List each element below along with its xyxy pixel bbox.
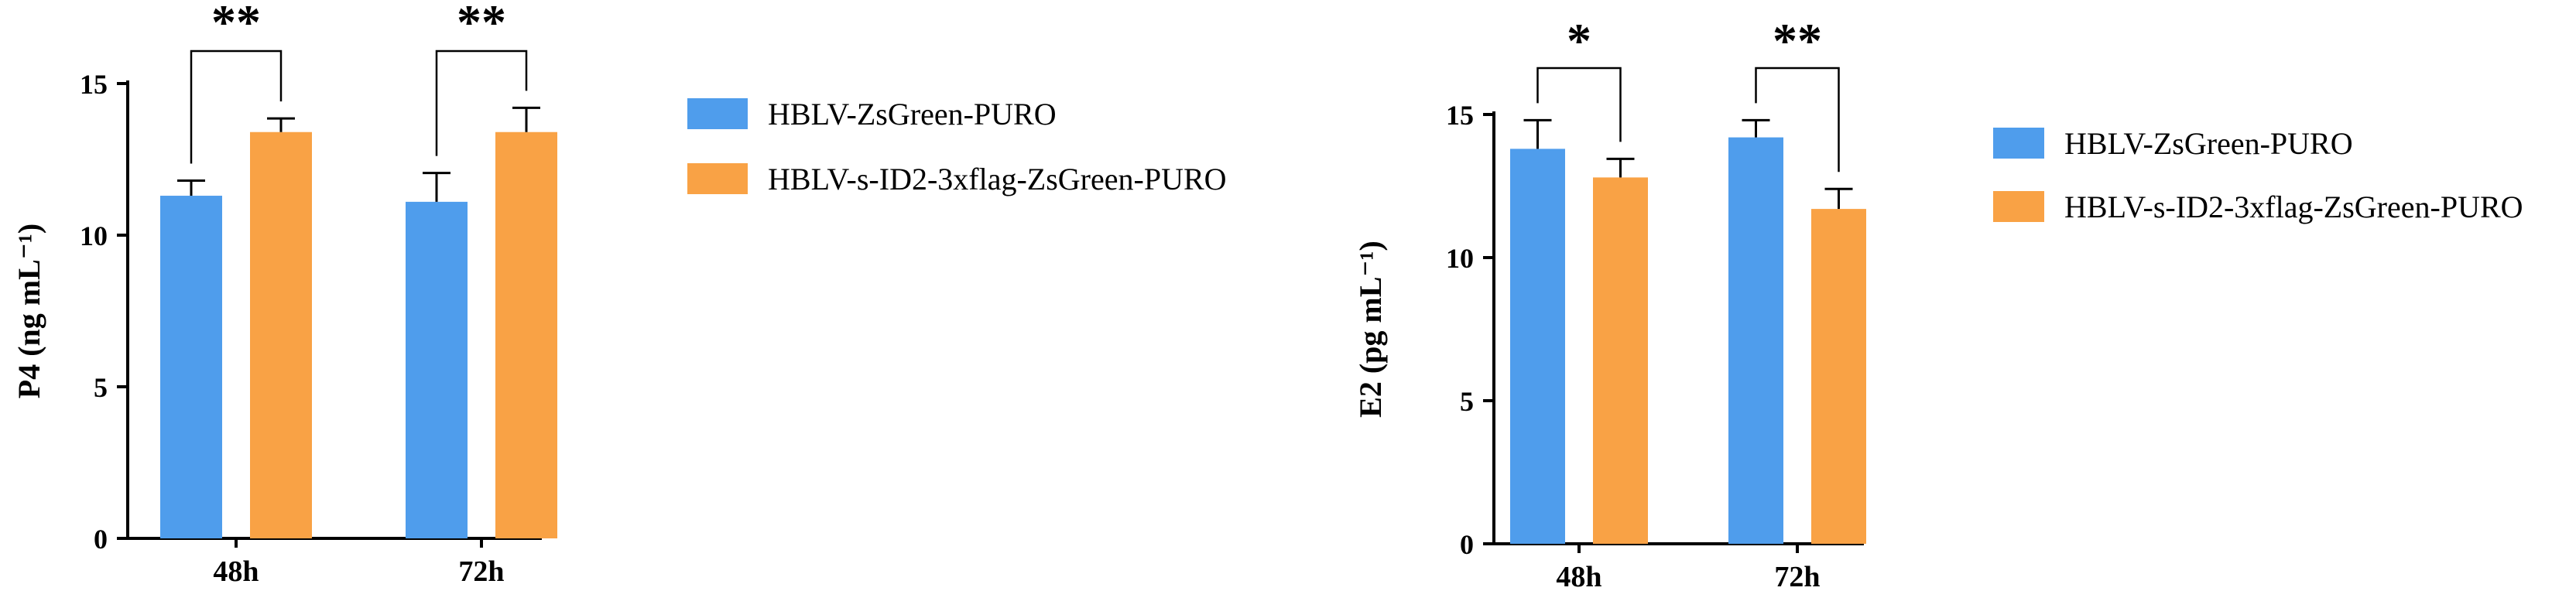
bar-48h-series-2	[250, 132, 312, 539]
significance-bracket	[435, 50, 528, 156]
legend-label: HBLV-ZsGreen-PURO	[768, 97, 1057, 132]
legend-label: HBLV-s-ID2-3xflag-ZsGreen-PURO	[2064, 190, 2523, 224]
significance-label: **	[1773, 13, 1822, 68]
legend: HBLV-ZsGreen-PURO HBLV-s-ID2-3xflag-ZsGre…	[687, 97, 1227, 196]
y-tick-label: 0	[94, 524, 108, 555]
legend-swatch	[1993, 128, 2044, 159]
significance-label: **	[457, 0, 506, 50]
y-tick-label: 5	[94, 372, 108, 403]
significance-bracket	[190, 50, 283, 164]
y-axis-title: E2 (pg mL⁻¹)	[1353, 241, 1388, 418]
bar-72h-series-2	[1811, 209, 1866, 544]
significance-bracket	[1536, 67, 1622, 142]
y-tick-label: 10	[80, 220, 108, 251]
y-tick-label: 15	[1446, 100, 1474, 131]
legend-swatch	[687, 163, 748, 194]
bar-72h-series-1	[1728, 137, 1783, 545]
legend-label: HBLV-s-ID2-3xflag-ZsGreen-PURO	[768, 162, 1227, 196]
chart-1: 0 5 10 15 P4 (ng mL⁻¹) ** 48h ** 72h HBLV-ZsGreen…	[12, 0, 1226, 588]
x-tick-label: 48h	[213, 555, 259, 588]
significance-bracket	[1755, 67, 1840, 172]
chart-2: 0 5 10 15 E2 (pg mL⁻¹) * 48h ** 72h HBLV-ZsGreen-…	[1353, 13, 2523, 593]
x-tick-label: 72h	[458, 555, 504, 588]
y-tick-label: 15	[80, 69, 108, 100]
significance-label: **	[211, 0, 261, 50]
bar-48h-series-2	[1593, 177, 1648, 544]
bar-48h-series-1	[160, 196, 222, 539]
bar-72h-series-2	[495, 132, 557, 539]
significance-label: *	[1567, 13, 1591, 68]
x-tick-label: 72h	[1774, 561, 1820, 593]
legend-swatch	[687, 98, 748, 129]
y-tick-label: 5	[1460, 386, 1474, 417]
legend-swatch	[1993, 191, 2044, 222]
y-tick-label: 10	[1446, 243, 1474, 274]
legend-label: HBLV-ZsGreen-PURO	[2064, 126, 2353, 161]
y-tick-label: 0	[1460, 529, 1474, 560]
x-tick-label: 48h	[1556, 561, 1601, 593]
y-axis-title: P4 (ng mL⁻¹)	[12, 224, 46, 398]
legend: HBLV-ZsGreen-PURO HBLV-s-ID2-3xflag-ZsGre…	[1993, 126, 2523, 224]
bar-72h-series-1	[406, 201, 468, 538]
bar-48h-series-1	[1510, 149, 1565, 544]
